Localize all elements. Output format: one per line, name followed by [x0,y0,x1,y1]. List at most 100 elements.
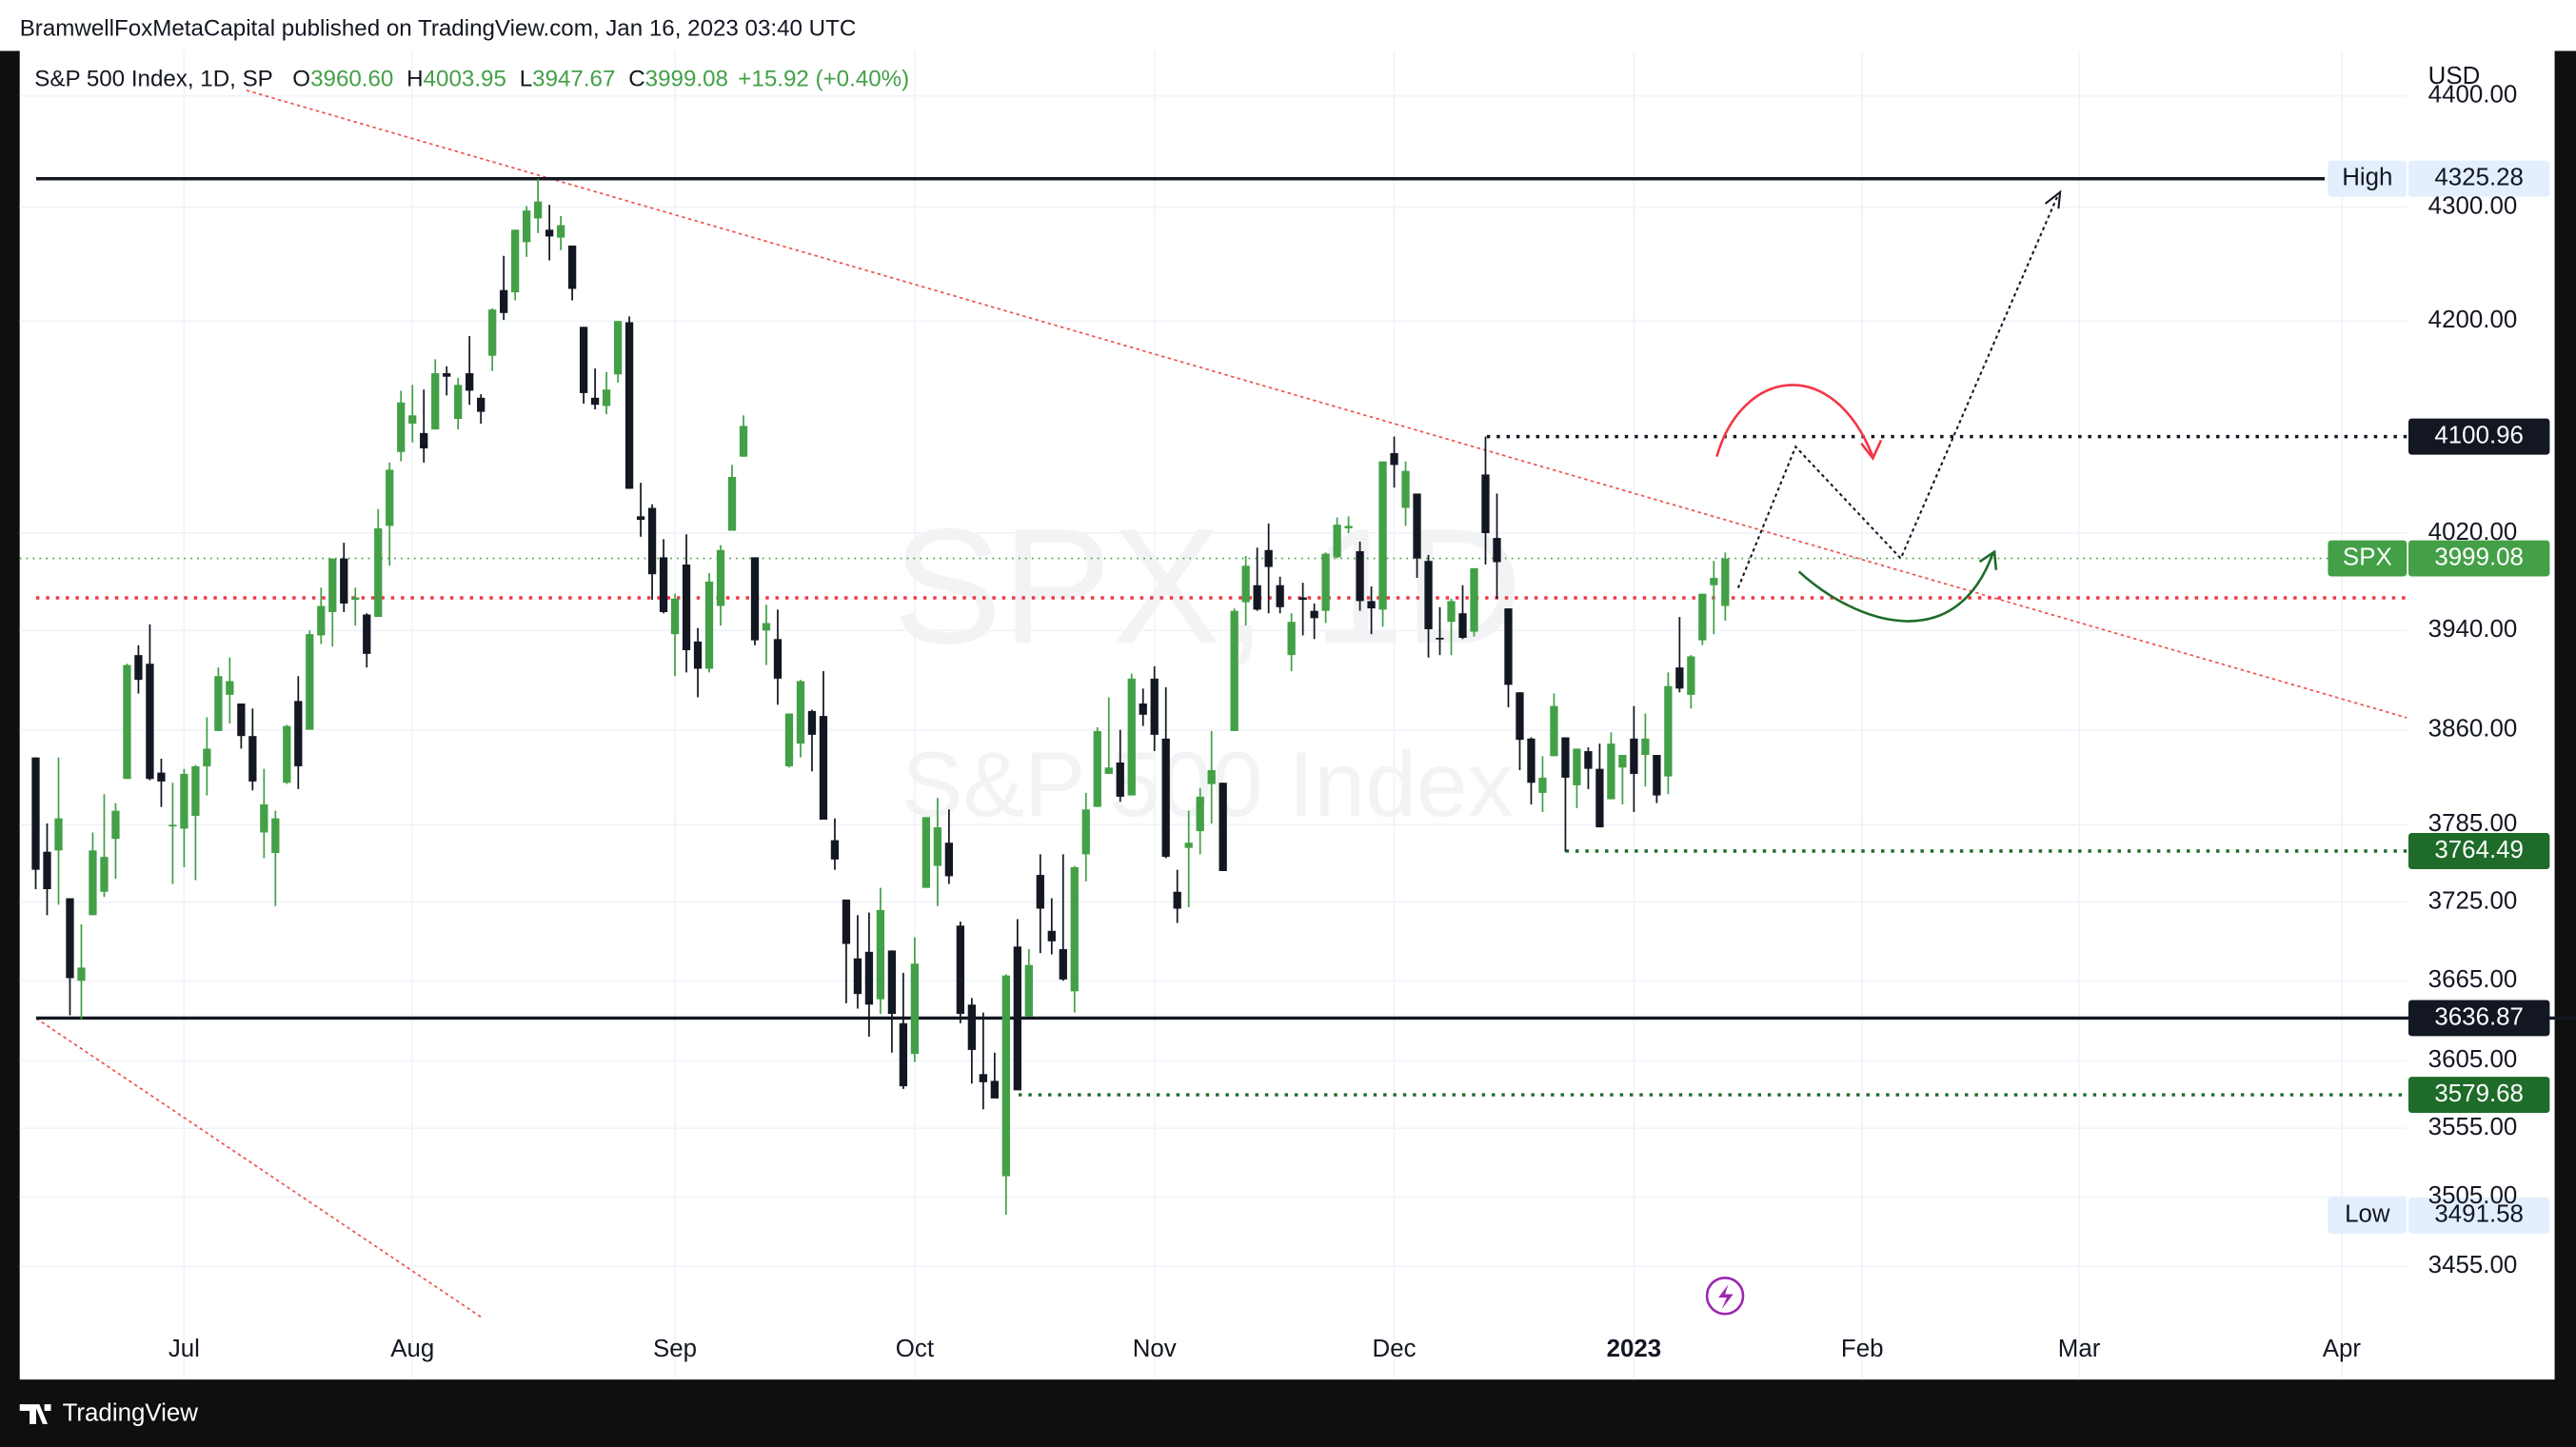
candle-body [1104,767,1113,774]
candle-body [1070,866,1079,992]
candle-body [454,385,463,420]
candle-body [1538,777,1547,793]
x-tick-label: Jul [168,1336,200,1362]
y-tick-label: 4300.00 [2428,192,2518,219]
watermark: SPX, 1D S&P 500 Index [893,494,1523,836]
candle-body [1413,493,1421,559]
candle-body [1573,748,1581,785]
y-tick-label: 3725.00 [2428,888,2518,915]
candle-body [1150,678,1159,735]
candle-body [921,817,931,888]
logo [19,1404,51,1424]
red-arrow [1715,384,1874,458]
candle-body [670,598,680,635]
footer-bar [0,1379,2576,1447]
candle-body [226,681,234,695]
y-tick-label: 3455.00 [2428,1252,2518,1279]
candle-body [1470,567,1478,632]
candle-body [214,676,223,731]
candle-body [168,824,177,827]
level-lines [19,177,2576,1097]
candle-body [956,925,964,1015]
candle-body [1230,610,1238,731]
candle-body [1024,964,1033,1017]
candle-body [351,597,360,601]
legend-key: O [292,67,310,92]
candle-body [1687,656,1695,695]
candle-body [500,289,508,313]
candle-body [1127,678,1136,796]
x-tick-label: Aug [390,1336,434,1362]
candle-body [89,850,97,916]
level-tag: High [2342,165,2392,191]
y-tick-label: 3940.00 [2428,616,2518,643]
events-icon-bolt [1718,1284,1734,1310]
candle-body [750,557,760,641]
candle-body [1219,783,1227,872]
chart-area [19,50,2555,1380]
candle-body [134,655,143,681]
candle-body [1493,538,1501,563]
level-value-box [2408,1000,2550,1037]
candle-body [739,426,748,457]
candle-body [534,201,543,219]
candle-body [762,623,771,631]
candle-body [1116,762,1124,797]
y-tick-label: 3555.00 [2428,1114,2518,1140]
candle-body [443,373,451,377]
candle-body [624,322,634,489]
legend-value: 3999.08 [645,67,728,92]
candle-body [157,772,166,782]
candle-body [1333,525,1341,558]
trend-line [246,89,2408,719]
legend-value: 3960.60 [310,67,393,92]
candle-body [431,373,440,430]
candle-body [1698,593,1707,641]
candle-body [910,963,920,1055]
candle-body [237,704,246,737]
candle-body [1618,755,1627,768]
candle-body [1561,737,1570,778]
legend-key: C [628,67,644,92]
level-value: 3999.08 [2434,544,2524,570]
arrow-head [2044,189,2062,209]
candle-body [1001,975,1010,1177]
candle-body [1013,946,1021,1091]
level-value: 4100.96 [2434,422,2524,448]
candle-body [853,958,862,995]
watermark-name: S&P 500 Index [902,734,1514,836]
candle-body [1378,461,1387,610]
level-value: 3579.68 [2434,1080,2524,1107]
candle-body [1664,685,1673,777]
candle-body [1653,755,1661,796]
level-value-box [2408,540,2550,577]
candle-body [1607,743,1615,800]
events-icon[interactable] [1705,1276,1745,1316]
candle-body [1721,558,1730,606]
candle-body [602,389,611,406]
candle-body [1675,667,1684,689]
candle-body [31,757,40,870]
y-tick-label: 3505.00 [2428,1182,2518,1209]
candle-body [567,245,577,289]
candle-body [77,967,86,981]
level-tag-box [2328,1197,2408,1234]
candle-body [1047,930,1056,942]
candle-body [899,1022,908,1087]
candle-body [1184,842,1193,848]
x-tick-label: 2023 [1607,1336,1662,1362]
candle-body [590,397,600,406]
candle-body [191,765,200,816]
candle-body [1550,705,1558,757]
candle-body [111,810,120,840]
candle-body [363,614,371,654]
candle-body [123,664,131,780]
candle-body [1173,891,1181,909]
y-tick-label: 3665.00 [2428,966,2518,993]
trend-lines [35,89,2408,1318]
candle-body [54,818,63,851]
header-text: BramwellFoxMetaCapital published on Trad… [20,15,857,41]
candle-body [283,725,291,783]
legend-key: L [520,67,532,92]
